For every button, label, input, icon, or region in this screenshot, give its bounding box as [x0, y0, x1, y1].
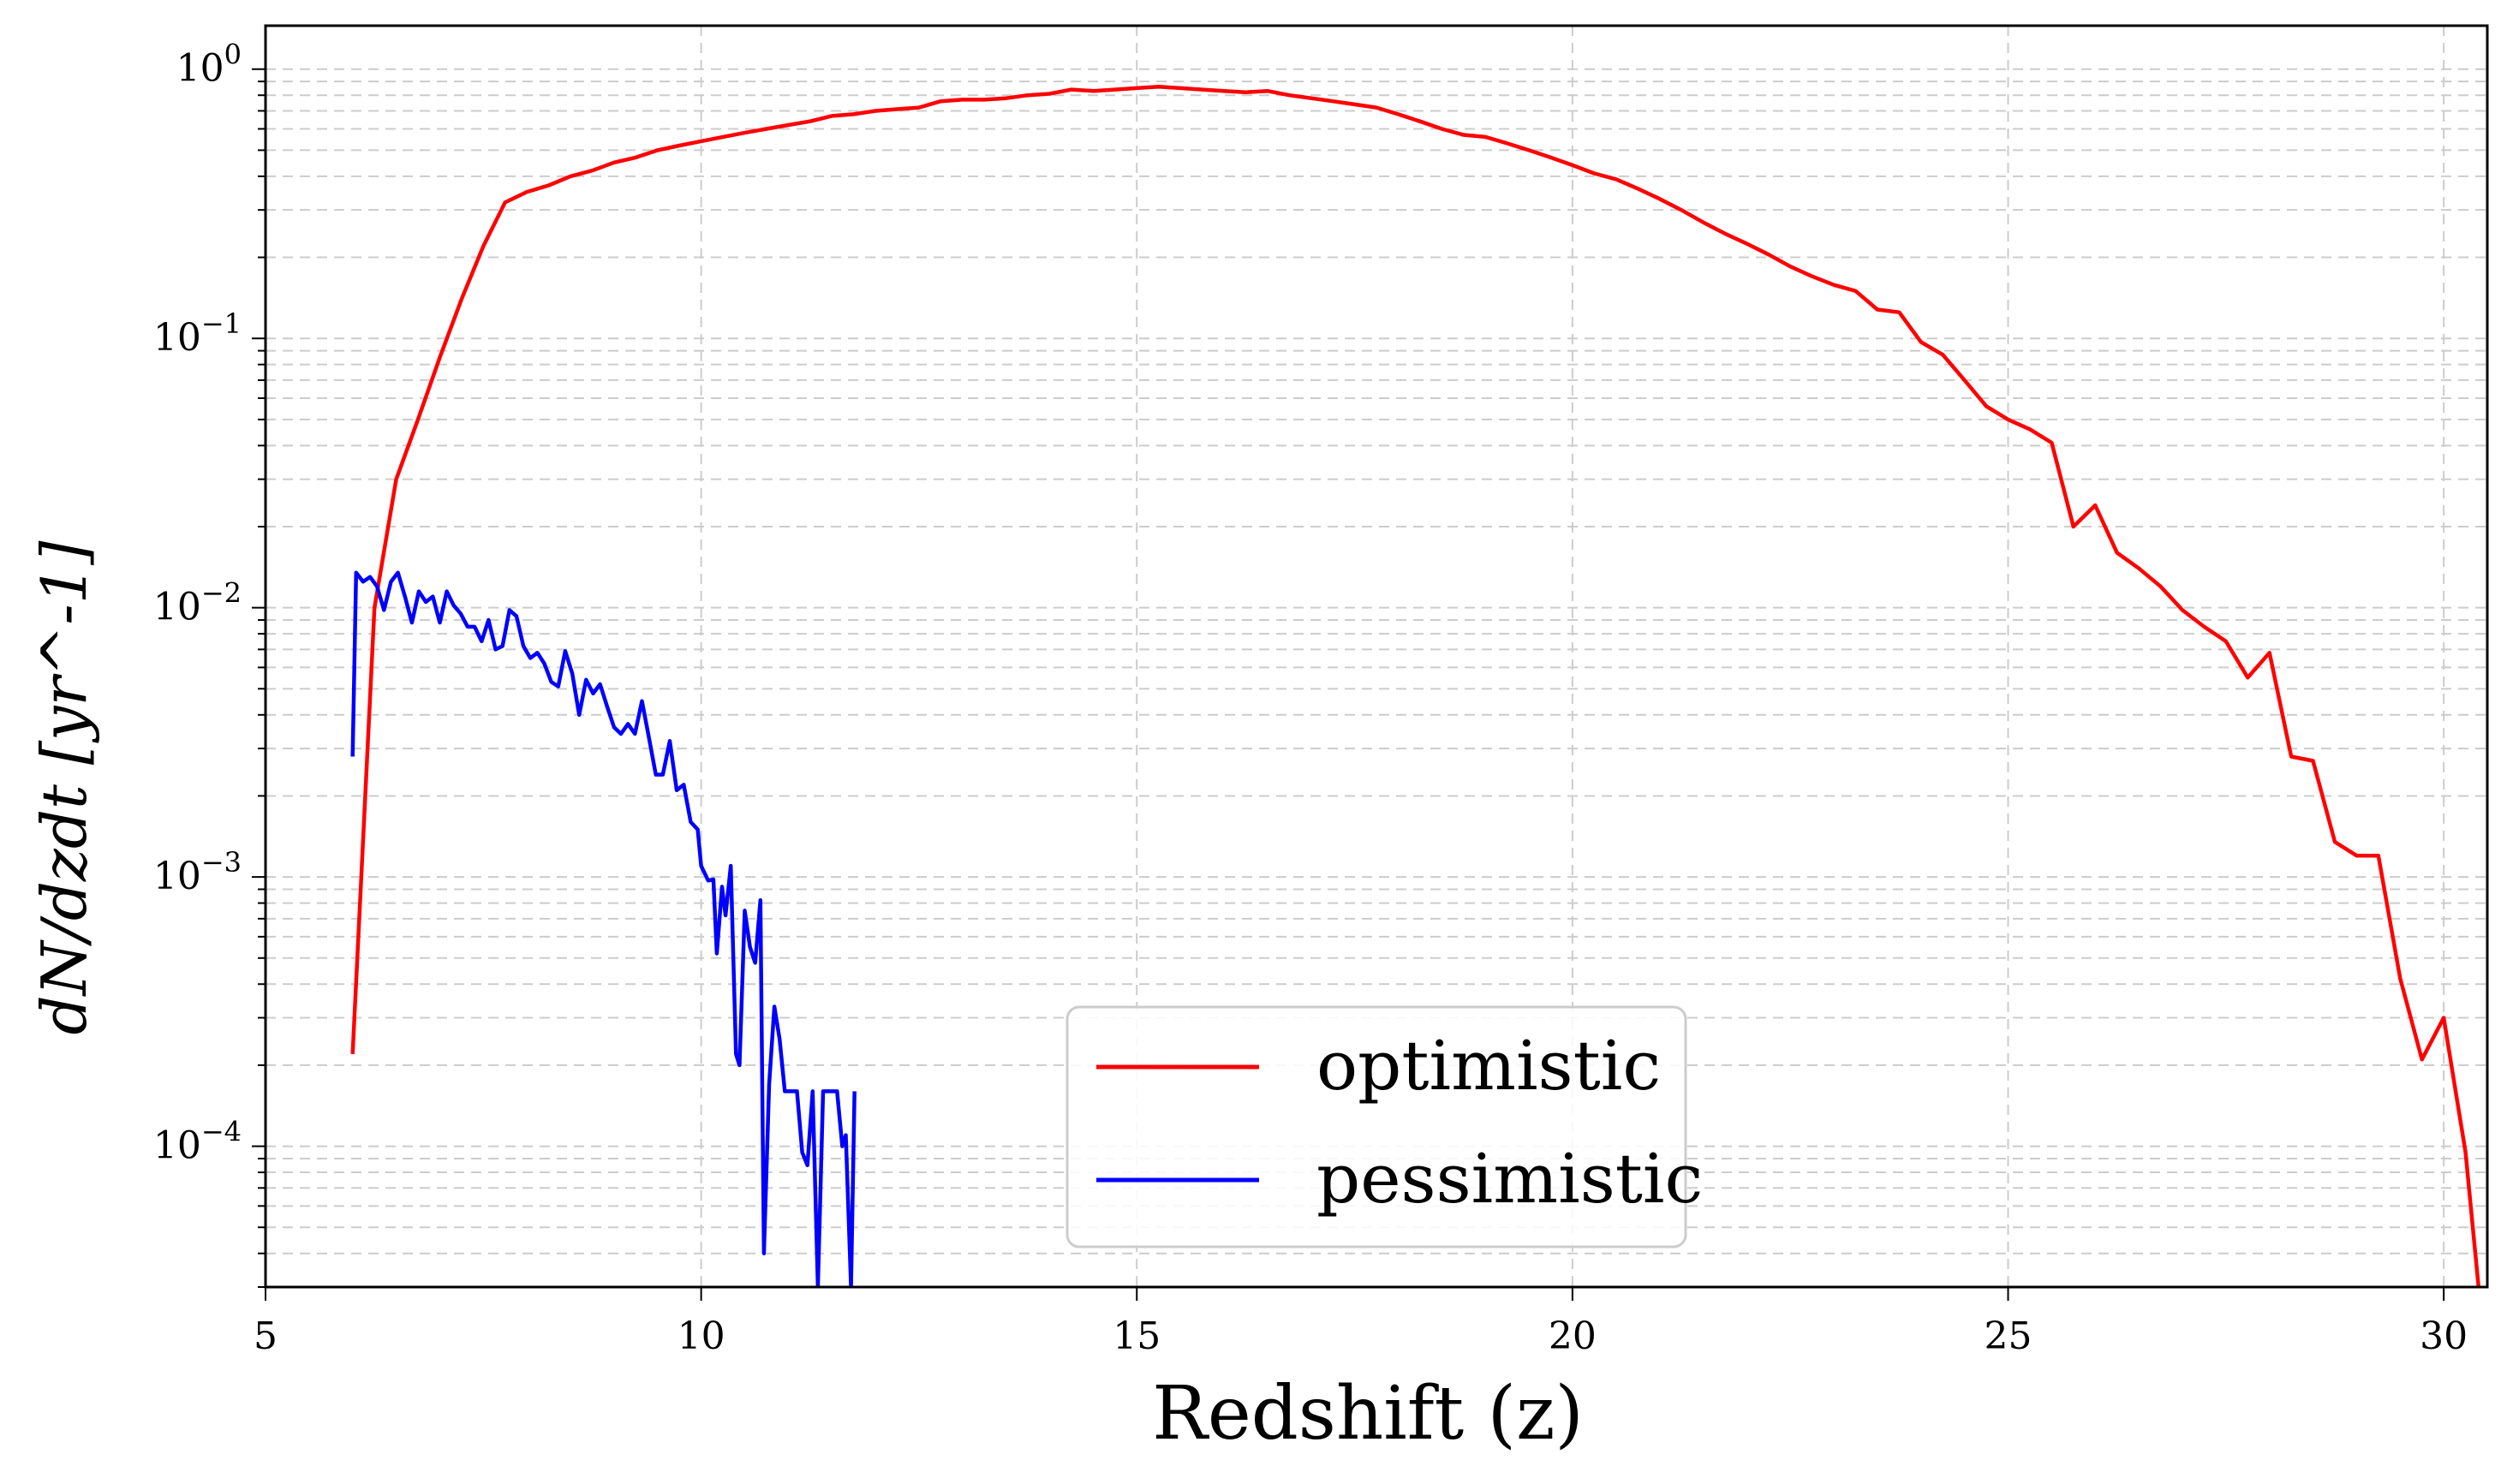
series-line-pessimistic: [350, 570, 857, 1287]
x-tick-label: 25: [1985, 1314, 2032, 1358]
y-tick-label: 100: [176, 39, 242, 91]
y-tick-label: 10−4: [153, 1116, 242, 1168]
x-tick-label: 5: [254, 1314, 278, 1358]
x-tick-label: 10: [677, 1314, 725, 1358]
legend-label-optimistic: optimistic: [1316, 1026, 1661, 1106]
legend-label-pessimistic: pessimistic: [1316, 1139, 1703, 1219]
x-axis-title: Redshift (z): [1152, 1371, 1584, 1457]
y-tick-label: 10−1: [153, 307, 242, 360]
x-tick-label: 15: [1113, 1314, 1161, 1358]
series-line-optimistic: [350, 85, 2481, 1287]
y-tick-label: 10−3: [153, 846, 242, 898]
y-tick-label: 10−2: [153, 577, 242, 629]
plot-frame: [264, 24, 2489, 1289]
legend: optimistic pessimistic: [1065, 1005, 1703, 1249]
y-axis-title: dN/dzdt [yr^-1]: [28, 540, 100, 1035]
plot-lines: [350, 85, 2481, 1287]
x-tick-label: 30: [2420, 1314, 2468, 1358]
grid: [265, 26, 2487, 1288]
y-axis-title-text: dN/dzdt [yr^-1]: [28, 540, 100, 1035]
x-tick-label: 20: [1549, 1314, 1597, 1358]
